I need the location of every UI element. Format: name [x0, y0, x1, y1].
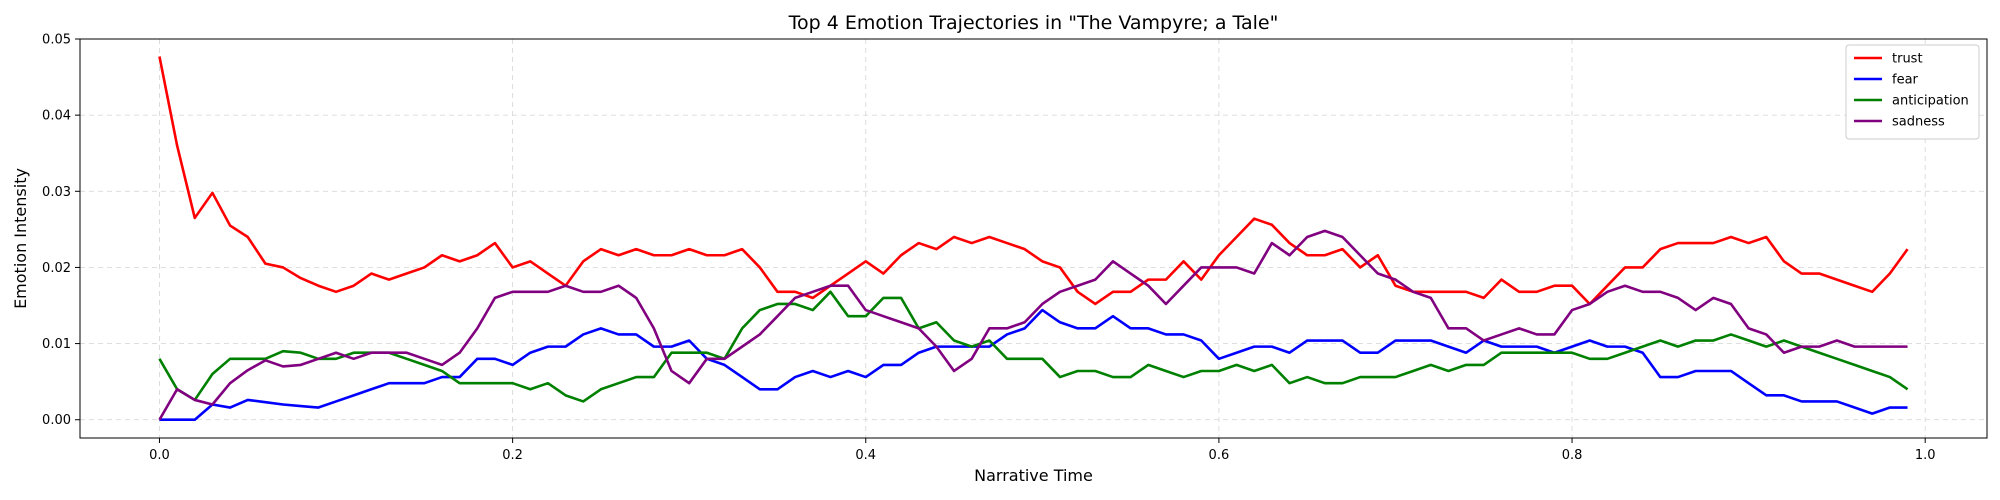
series-line-sadness: [158, 229, 1908, 421]
legend-label-fear: fear: [1892, 73, 1919, 88]
x-tick-label: 0.0: [149, 448, 170, 463]
x-tick-label: 0.4: [855, 448, 876, 463]
y-tick-label: 0.03: [42, 185, 71, 200]
x-tick-label: 1.0: [1915, 448, 1936, 463]
legend-box: [1845, 44, 1980, 140]
y-tick-label: 0.00: [42, 413, 71, 428]
axis-ticks: 0.0 0.2 0.4 0.6 0.8 1.0 0.00 0.01 0.02 0.03 0.04 0.…: [42, 33, 1935, 464]
y-tick-label: 0.04: [42, 109, 71, 124]
series-line-anticipation: [158, 290, 1909, 403]
y-tick-label: 0.05: [42, 33, 71, 48]
series-line-trust: [158, 56, 1909, 306]
y-tick-label: 0.01: [42, 337, 71, 352]
legend-label-sadness: sadness: [1892, 115, 1945, 130]
x-tick-label: 0.8: [1562, 448, 1583, 463]
plot-frame: [79, 38, 1988, 439]
y-tick-label: 0.02: [42, 261, 71, 276]
chart-title: Top 4 Emotion Trajectories in "The Vampy…: [788, 12, 1279, 34]
legend-label-trust: trust: [1892, 52, 1923, 67]
legend-label-anticipation: anticipation: [1892, 94, 1969, 109]
y-axis-title: Emotion Intensity: [11, 168, 30, 309]
x-tick-label: 0.2: [502, 448, 523, 463]
series-lines: [158, 56, 1909, 422]
x-axis-title: Narrative Time: [974, 466, 1093, 485]
x-tick-label: 0.6: [1209, 448, 1230, 463]
legend: trust fear anticipation sadness: [1845, 44, 1980, 140]
